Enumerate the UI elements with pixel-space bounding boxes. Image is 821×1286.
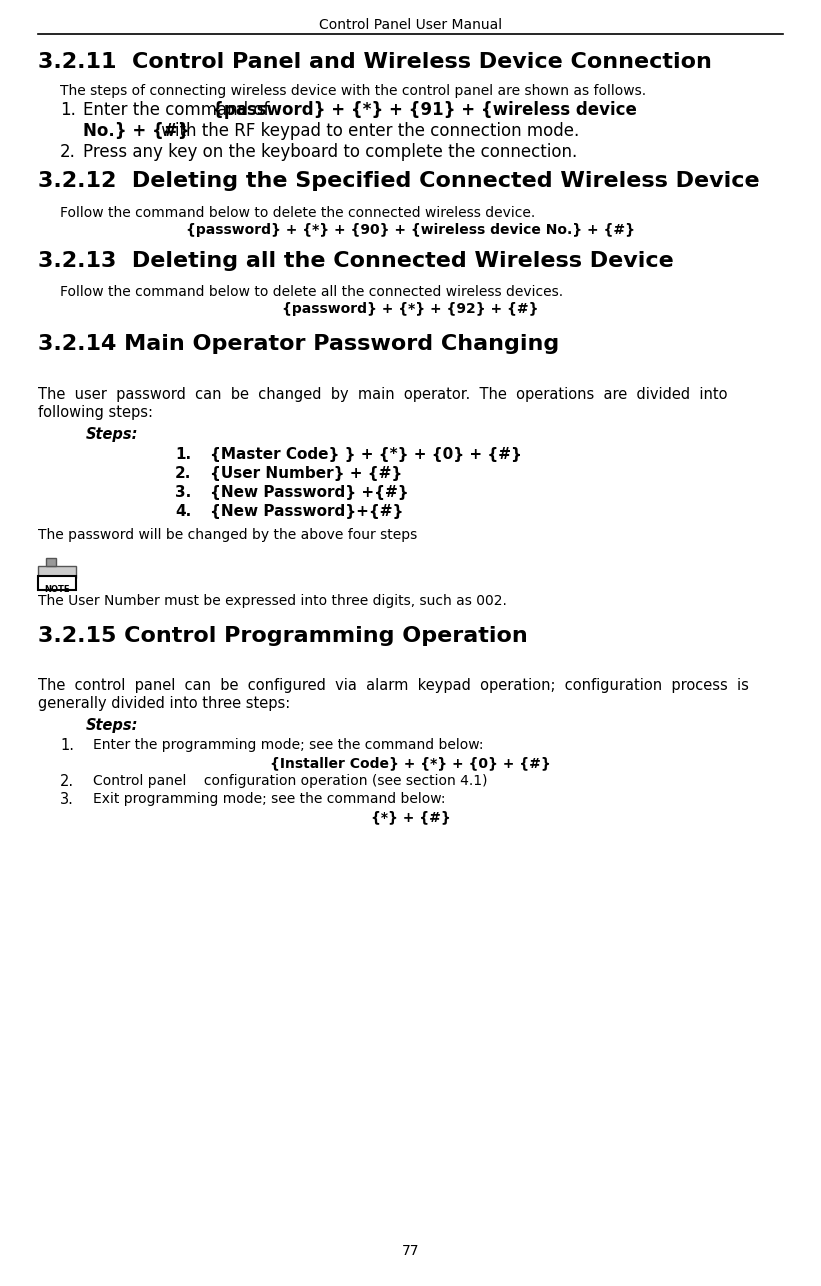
Text: generally divided into three steps:: generally divided into three steps:: [38, 696, 291, 711]
Text: {password} + {*} + {92} + {#}: {password} + {*} + {92} + {#}: [282, 302, 539, 316]
Text: following steps:: following steps:: [38, 405, 153, 419]
Text: {*} + {#}: {*} + {#}: [370, 810, 451, 824]
Text: {password} + {*} + {91} + {wireless device: {password} + {*} + {91} + {wireless devi…: [212, 102, 637, 120]
Text: 2.: 2.: [175, 466, 191, 481]
Text: Steps:: Steps:: [86, 427, 139, 441]
Text: {Installer Code} + {*} + {0} + {#}: {Installer Code} + {*} + {0} + {#}: [270, 756, 551, 770]
Text: 2.: 2.: [60, 774, 74, 790]
Text: Steps:: Steps:: [86, 718, 139, 733]
Bar: [38, 566, 76, 577]
Text: 3.2.12  Deleting the Specified Connected Wireless Device: 3.2.12 Deleting the Specified Connected …: [38, 171, 759, 192]
Bar: [46, 558, 56, 566]
Text: 3.: 3.: [175, 485, 191, 499]
Text: 3.2.11  Control Panel and Wireless Device Connection: 3.2.11 Control Panel and Wireless Device…: [38, 51, 712, 72]
Text: Follow the command below to delete all the connected wireless devices.: Follow the command below to delete all t…: [60, 285, 563, 300]
Text: 3.2.15 Control Programming Operation: 3.2.15 Control Programming Operation: [38, 625, 528, 646]
Text: 3.: 3.: [60, 792, 74, 808]
Text: {User Number} + {#}: {User Number} + {#}: [210, 466, 402, 481]
Text: 1.: 1.: [60, 102, 76, 120]
Text: {New Password}+{#}: {New Password}+{#}: [210, 504, 403, 518]
Text: The  user  password  can  be  changed  by  main  operator.  The  operations  are: The user password can be changed by main…: [38, 387, 727, 401]
Text: The password will be changed by the above four steps: The password will be changed by the abov…: [38, 527, 417, 541]
Text: Press any key on the keyboard to complete the connection.: Press any key on the keyboard to complet…: [83, 144, 577, 162]
Text: The steps of connecting wireless device with the control panel are shown as foll: The steps of connecting wireless device …: [60, 85, 646, 99]
Text: 1.: 1.: [175, 446, 191, 462]
Text: Enter the programming mode; see the command below:: Enter the programming mode; see the comm…: [93, 738, 484, 752]
Text: Exit programming mode; see the command below:: Exit programming mode; see the command b…: [93, 792, 446, 806]
Text: Control panel    configuration operation (see section 4.1): Control panel configuration operation (s…: [93, 774, 488, 788]
Text: {Master Code} } + {*} + {0} + {#}: {Master Code} } + {*} + {0} + {#}: [210, 446, 522, 462]
Text: Follow the command below to delete the connected wireless device.: Follow the command below to delete the c…: [60, 206, 535, 220]
Text: Control Panel User Manual: Control Panel User Manual: [319, 18, 502, 32]
Text: The User Number must be expressed into three digits, such as 002.: The User Number must be expressed into t…: [38, 594, 507, 607]
Text: NOTE: NOTE: [44, 585, 70, 594]
Text: {New Password} +{#}: {New Password} +{#}: [210, 485, 409, 499]
Text: 4.: 4.: [175, 504, 191, 518]
Text: The  control  panel  can  be  configured  via  alarm  keypad  operation;  config: The control panel can be configured via …: [38, 678, 749, 693]
Text: No.} + {#}: No.} + {#}: [83, 122, 190, 140]
Text: 2.: 2.: [60, 144, 76, 162]
Text: 77: 77: [401, 1244, 420, 1258]
Text: 3.2.14 Main Operator Password Changing: 3.2.14 Main Operator Password Changing: [38, 334, 559, 354]
Text: {password} + {*} + {90} + {wireless device No.} + {#}: {password} + {*} + {90} + {wireless devi…: [186, 222, 635, 237]
Text: 1.: 1.: [60, 738, 74, 754]
Text: Enter the command of: Enter the command of: [83, 102, 275, 120]
Text: 3.2.13  Deleting all the Connected Wireless Device: 3.2.13 Deleting all the Connected Wirele…: [38, 251, 674, 271]
Text: with the RF keypad to enter the connection mode.: with the RF keypad to enter the connecti…: [157, 122, 580, 140]
FancyBboxPatch shape: [38, 576, 76, 589]
